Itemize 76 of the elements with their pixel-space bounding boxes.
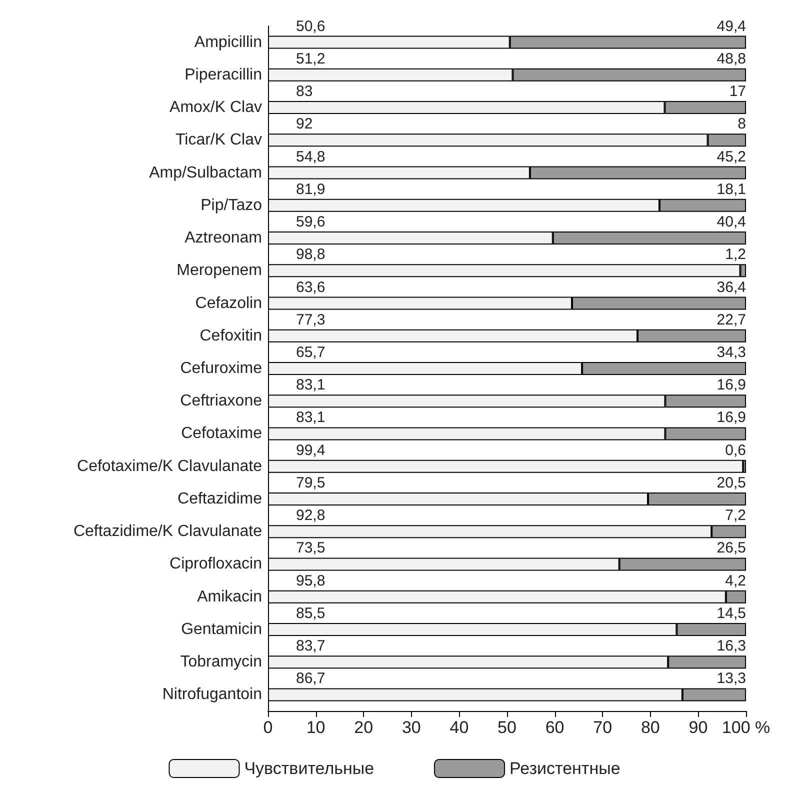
data-label: 13,3 — [716, 670, 746, 688]
data-label: 63,6 — [296, 278, 326, 296]
y-tick-label: Cefoxitin — [200, 327, 262, 344]
data-label: 4,2 — [725, 572, 746, 590]
y-tick-label: Ticar/K Clav — [175, 132, 262, 149]
x-tick-label: 100 % — [722, 718, 770, 737]
data-label: 20,5 — [716, 474, 746, 492]
x-tick-label: 50 — [498, 718, 516, 737]
data-label: 18,1 — [716, 180, 746, 198]
data-label: 48,8 — [716, 50, 746, 68]
data-label: 0,6 — [725, 442, 746, 459]
y-tick-label: Tobramycin — [180, 654, 262, 671]
data-label: 16,3 — [716, 638, 746, 655]
data-label: 92 — [296, 116, 313, 133]
y-tick-label: Pip/Tazo — [200, 196, 262, 214]
data-label: 36,4 — [716, 278, 746, 296]
data-label: 49,4 — [716, 18, 746, 35]
y-tick-label: Meropenem — [176, 262, 262, 280]
x-tick-label: 20 — [354, 718, 374, 737]
data-label: 51,2 — [296, 50, 326, 68]
data-label: 95,8 — [296, 572, 326, 590]
data-label: 16,9 — [716, 409, 746, 426]
data-label: 50,6 — [296, 18, 326, 35]
data-label: 59,6 — [296, 214, 326, 231]
data-label: 54,8 — [296, 148, 326, 166]
y-tick-label: Ampicillin — [194, 34, 262, 51]
y-tick-label: Cefuroxime — [180, 360, 262, 377]
data-label: 1,2 — [725, 246, 746, 264]
data-label: 22,7 — [716, 311, 746, 328]
data-label: 83,1 — [296, 409, 326, 426]
x-tick-label: 70 — [593, 718, 612, 737]
y-tick-label: Ceftriaxone — [180, 392, 262, 410]
data-label: 83,1 — [296, 376, 326, 394]
y-tick-label: Piperacillin — [184, 66, 262, 84]
legend-label: Чувствительные — [244, 759, 374, 778]
data-label: 34,3 — [716, 344, 746, 361]
data-label: 77,3 — [296, 311, 326, 328]
data-label: 83,7 — [296, 638, 326, 655]
x-tick-label: 40 — [450, 718, 469, 737]
data-label: 86,7 — [296, 670, 326, 688]
y-tick-label: Cefotaxime/K Clavulanate — [77, 458, 262, 475]
data-label: 40,4 — [716, 214, 746, 231]
x-tick-label: 0 — [263, 718, 273, 737]
data-label: 98,8 — [296, 246, 326, 264]
data-label: 81,9 — [296, 180, 326, 198]
data-label: 85,5 — [296, 604, 326, 622]
y-tick-label: Amp/Sulbactam — [149, 164, 262, 182]
data-label: 45,2 — [716, 148, 746, 166]
data-label: 17 — [729, 83, 746, 100]
data-label: 92,8 — [296, 507, 326, 524]
data-label: 26,5 — [716, 540, 746, 557]
y-tick-label: Ceftazidime/K Clavulanate — [73, 523, 262, 540]
x-tick-label: 90 — [688, 718, 708, 737]
data-label: 73,5 — [296, 540, 326, 557]
data-label: 83 — [296, 83, 313, 100]
data-label: 7,2 — [725, 507, 746, 524]
x-tick-label: 30 — [402, 718, 421, 737]
y-tick-label: Ceftazidime — [178, 490, 262, 508]
data-label: 99,4 — [296, 442, 326, 459]
y-tick-label: Cefazolin — [195, 294, 262, 312]
y-tick-label: Cefotaxime — [181, 425, 262, 442]
data-label: 14,5 — [716, 604, 746, 622]
data-label: 65,7 — [296, 344, 326, 361]
data-label: 16,9 — [716, 376, 746, 394]
x-tick-label: 80 — [640, 718, 660, 737]
x-tick-label: 10 — [306, 718, 326, 737]
data-label: 8 — [738, 116, 746, 133]
legend-label: Резистентные — [510, 759, 620, 778]
y-tick-label: Ciprofloxacin — [170, 556, 262, 573]
y-tick-label: Gentamicin — [181, 620, 262, 638]
y-tick-label: Amikacin — [197, 588, 262, 606]
y-tick-label: Aztreonam — [184, 230, 262, 247]
x-tick-label: 60 — [545, 718, 564, 737]
data-label: 79,5 — [296, 474, 326, 492]
y-tick-label: Nitrofugantoin — [162, 686, 262, 704]
y-tick-label: Amox/K Clav — [170, 99, 262, 116]
